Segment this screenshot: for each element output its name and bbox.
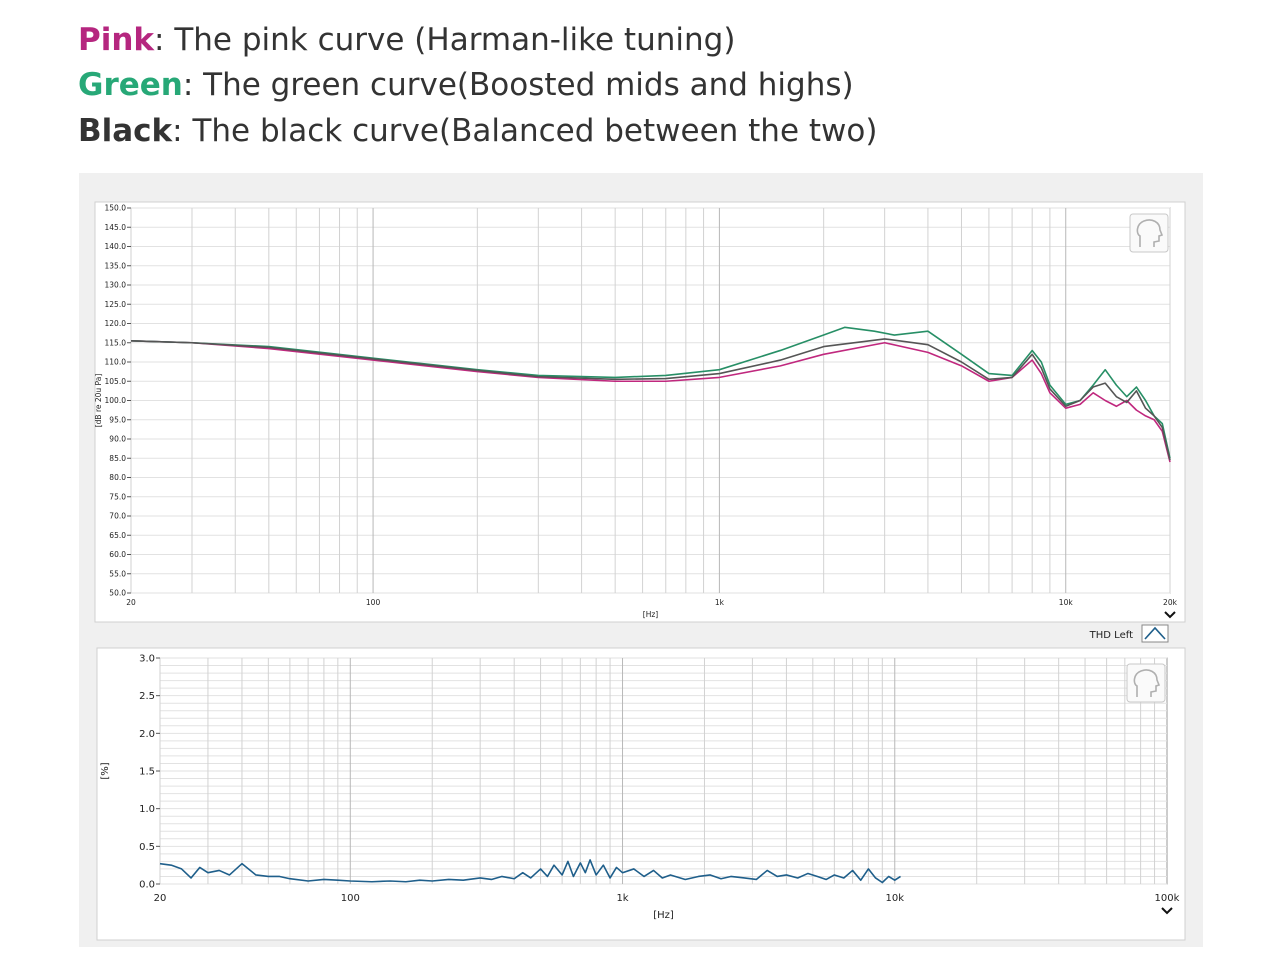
chart1-series-line-1 [130, 340, 1171, 463]
legend-key-green: Green [78, 67, 183, 103]
chart1-ytick-label: 125.0 [105, 300, 127, 309]
chart2-series-line-1 [159, 859, 901, 884]
chart1-ytick-label: 50.0 [109, 589, 126, 598]
chart2-ytick-label: 0.5 [139, 842, 155, 853]
thd-legend-strip [97, 624, 1185, 644]
chart1-xtick-label: 100 [366, 598, 381, 607]
chart1-ytick-label: 90.0 [109, 435, 126, 444]
chart2-ytick-label: 2.0 [139, 729, 155, 740]
legend-line-green: Green: The green curve(Boosted mids and … [78, 67, 854, 103]
head-icon [1129, 213, 1169, 253]
chart1-ytick-label: 135.0 [105, 261, 127, 270]
chart1-ytick-label: 115.0 [105, 338, 127, 347]
chart1-ytick-label: 70.0 [109, 512, 126, 521]
chevron-down-icon[interactable] [1164, 611, 1176, 619]
thd-wave-icon [1144, 626, 1166, 640]
chart1-ytick-label: 120.0 [105, 319, 127, 328]
chart2-yaxis-label: [%] [100, 762, 111, 779]
chart1-ytick-label: 75.0 [109, 492, 126, 501]
chart1-ytick-label: 105.0 [105, 377, 127, 386]
head-icon-outline [1133, 669, 1161, 697]
chart2-xtick-label: 10k [886, 893, 905, 904]
chart1-xtick-label: 20 [126, 598, 136, 607]
chevron-down-icon[interactable] [1161, 907, 1173, 915]
legend-key-black: Black [78, 113, 173, 149]
chart1-series-line-2 [130, 326, 1171, 459]
chart1-xtick-label: 20k [1163, 598, 1178, 607]
chart2-xaxis-label: [Hz] [653, 910, 674, 921]
chart2-ytick-label: 0.0 [139, 880, 155, 891]
chart2-ytick-label: 3.0 [139, 654, 155, 665]
head-icon-outline [1136, 219, 1164, 247]
chart2-xtick-label: 100k [1155, 893, 1180, 904]
chart1-ytick-label: 95.0 [109, 415, 126, 424]
chart1-ytick-label: 100.0 [105, 396, 127, 405]
chart1-xtick-label: 1k [715, 598, 725, 607]
chart1-ytick-label: 110.0 [105, 358, 127, 367]
head-icon [1126, 663, 1166, 703]
chart1-ytick-label: 140.0 [105, 242, 127, 251]
chart2-ytick-label: 2.5 [139, 691, 155, 702]
chart1-yaxis-label: [dB re 20u Pa] [94, 374, 103, 428]
chart1-ytick-label: 55.0 [109, 569, 126, 578]
chart1-ytick-label: 85.0 [109, 454, 126, 463]
legend-line-black: Black: The black curve(Balanced between … [78, 113, 877, 149]
chart2-xtick-label: 100 [341, 893, 360, 904]
chart2-xtick-label: 20 [154, 893, 167, 904]
legend-desc-black: : The black curve(Balanced between the t… [172, 113, 878, 149]
chart2-ytick-label: 1.0 [139, 804, 155, 815]
thd-wave-icon-frame[interactable] [1141, 624, 1169, 643]
chart2-ytick-label: 1.5 [139, 767, 155, 778]
chart1-ytick-label: 130.0 [105, 281, 127, 290]
chart2-xtick-label: 1k [616, 893, 628, 904]
legend-line-pink: Pink: The pink curve (Harman-like tuning… [78, 22, 735, 58]
chart1-xaxis-label: [Hz] [643, 610, 659, 619]
chart1-ytick-label: 80.0 [109, 473, 126, 482]
chart1-xtick-label: 10k [1059, 598, 1074, 607]
chart1-ytick-label: 150.0 [105, 204, 127, 213]
thd-legend-label: THD Left [1089, 630, 1133, 641]
legend-desc-pink: : The pink curve (Harman-like tuning) [154, 22, 736, 58]
chart1-series-line-3 [130, 338, 1171, 461]
chart1-ytick-label: 145.0 [105, 223, 127, 232]
chart1-ytick-label: 65.0 [109, 531, 126, 540]
chart1-ytick-label: 60.0 [109, 550, 126, 559]
legend-desc-green: : The green curve(Boosted mids and highs… [182, 67, 854, 103]
legend-key-pink: Pink [78, 22, 155, 58]
